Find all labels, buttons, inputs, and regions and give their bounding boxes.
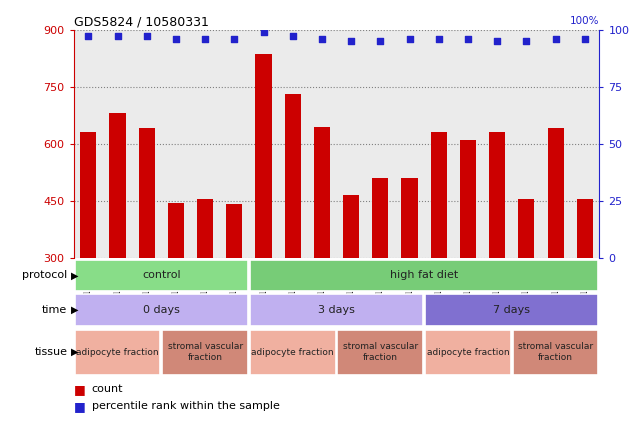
Bar xyxy=(226,204,242,371)
Bar xyxy=(314,126,330,371)
Text: count: count xyxy=(92,384,123,394)
Point xyxy=(229,36,240,42)
Text: ▶: ▶ xyxy=(71,347,78,357)
Text: stromal vascular
fraction: stromal vascular fraction xyxy=(343,343,418,362)
Bar xyxy=(138,129,154,371)
Point xyxy=(551,36,561,42)
Text: percentile rank within the sample: percentile rank within the sample xyxy=(92,401,279,411)
Bar xyxy=(197,199,213,371)
Point xyxy=(521,38,531,44)
FancyBboxPatch shape xyxy=(250,294,423,326)
FancyBboxPatch shape xyxy=(74,330,160,374)
Point xyxy=(288,33,298,40)
FancyBboxPatch shape xyxy=(250,330,336,374)
Text: ■: ■ xyxy=(74,383,85,396)
FancyBboxPatch shape xyxy=(513,330,599,374)
FancyBboxPatch shape xyxy=(250,260,599,291)
Point xyxy=(492,38,503,44)
Text: ■: ■ xyxy=(74,400,85,412)
Text: 0 days: 0 days xyxy=(143,305,179,315)
Text: high fat diet: high fat diet xyxy=(390,270,458,280)
Bar xyxy=(343,195,359,371)
Text: control: control xyxy=(142,270,181,280)
Bar xyxy=(256,54,272,371)
Bar xyxy=(372,178,388,371)
Point xyxy=(346,38,356,44)
Point xyxy=(463,36,473,42)
FancyBboxPatch shape xyxy=(74,260,248,291)
Text: time: time xyxy=(42,305,67,315)
Text: 3 days: 3 days xyxy=(318,305,355,315)
Text: 100%: 100% xyxy=(570,16,599,26)
Bar xyxy=(401,178,417,371)
Point xyxy=(404,36,415,42)
Point xyxy=(433,36,444,42)
Point xyxy=(171,36,181,42)
Point xyxy=(258,28,269,35)
Text: protocol: protocol xyxy=(22,270,67,280)
Bar xyxy=(519,199,535,371)
Bar xyxy=(460,140,476,371)
Text: adipocyte fraction: adipocyte fraction xyxy=(76,348,159,357)
Text: ▶: ▶ xyxy=(71,305,78,315)
Bar xyxy=(431,132,447,371)
Point xyxy=(112,33,122,40)
Bar xyxy=(80,132,96,371)
Text: stromal vascular
fraction: stromal vascular fraction xyxy=(518,343,593,362)
Text: adipocyte fraction: adipocyte fraction xyxy=(427,348,509,357)
Point xyxy=(317,36,327,42)
Point xyxy=(579,36,590,42)
FancyBboxPatch shape xyxy=(425,330,511,374)
FancyBboxPatch shape xyxy=(74,294,248,326)
Text: stromal vascular
fraction: stromal vascular fraction xyxy=(167,343,243,362)
Text: adipocyte fraction: adipocyte fraction xyxy=(251,348,334,357)
Point xyxy=(83,33,94,40)
Text: ▶: ▶ xyxy=(71,270,78,280)
Bar xyxy=(577,199,593,371)
Text: GDS5824 / 10580331: GDS5824 / 10580331 xyxy=(74,16,208,28)
Bar xyxy=(285,94,301,371)
Point xyxy=(142,33,152,40)
Bar xyxy=(110,113,126,371)
Text: tissue: tissue xyxy=(35,347,67,357)
Text: 7 days: 7 days xyxy=(493,305,530,315)
FancyBboxPatch shape xyxy=(425,294,599,326)
FancyBboxPatch shape xyxy=(162,330,248,374)
FancyBboxPatch shape xyxy=(337,330,423,374)
Bar xyxy=(168,203,184,371)
Bar xyxy=(547,129,563,371)
Point xyxy=(375,38,385,44)
Point xyxy=(200,36,210,42)
Bar xyxy=(489,132,505,371)
